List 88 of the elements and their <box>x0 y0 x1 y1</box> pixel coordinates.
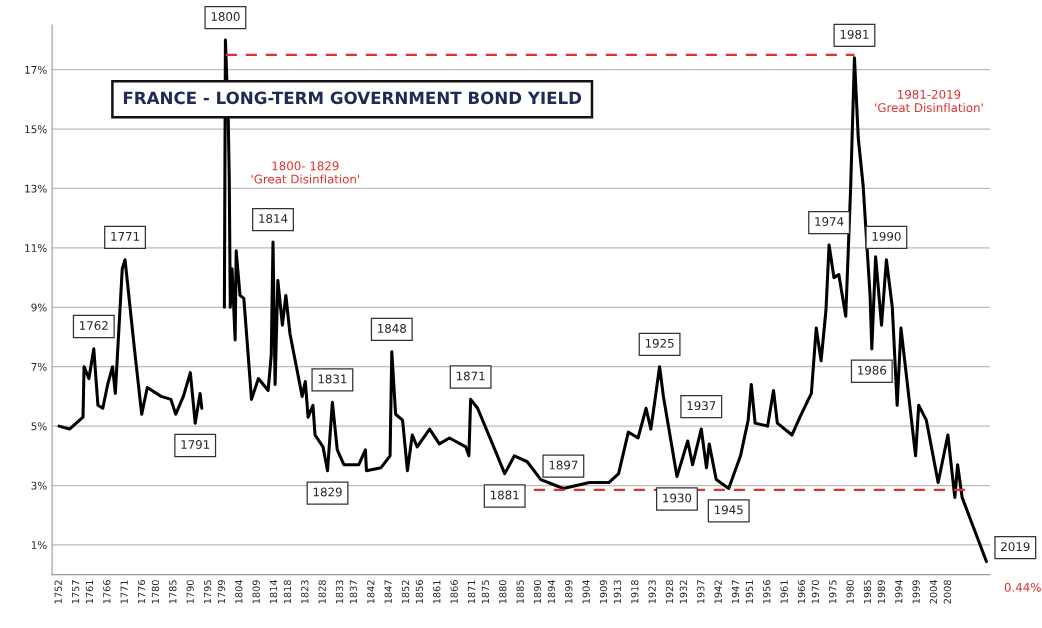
x-tick-label: 2008 <box>943 580 952 604</box>
annotation: 1937 <box>687 401 716 411</box>
x-tick-label: 1866 <box>450 580 458 604</box>
annotation: 1800- 1829 'Great Disinflation' <box>251 161 360 184</box>
x-tick-label: 1928 <box>665 580 674 604</box>
x-tick-label: 2004 <box>929 580 938 604</box>
y-tick-label: 3% <box>31 481 47 490</box>
x-tick-label: 1913 <box>613 580 622 604</box>
y-tick-label: 1% <box>31 541 47 550</box>
annotation: 1881 <box>490 490 519 500</box>
annotation: 1897 <box>549 460 578 470</box>
annotation: 1800 <box>211 12 240 22</box>
x-tick-label: 1795 <box>203 580 212 604</box>
annotation: 1814 <box>259 214 288 223</box>
x-tick-label: 1923 <box>648 580 656 604</box>
x-tick-label: 1823 <box>301 580 309 604</box>
x-tick-label: 1937 <box>697 580 705 604</box>
x-tick-label: 1842 <box>367 580 375 604</box>
x-tick-label: 1761 <box>85 580 94 604</box>
x-tick-label: 1776 <box>137 580 146 604</box>
x-tick-label: 1980 <box>846 580 854 604</box>
x-tick-label: 1875 <box>481 580 490 604</box>
x-tick-label: 1956 <box>763 580 771 604</box>
annotation: 1990 <box>872 231 901 241</box>
annotation: 1829 <box>313 487 342 497</box>
x-tick-label: 1894 <box>547 580 556 604</box>
x-tick-label: 1947 <box>731 580 740 604</box>
x-tick-label: 1989 <box>877 580 886 604</box>
x-tick-label: 1757 <box>72 580 80 604</box>
annotation: 1762 <box>80 321 108 330</box>
x-tick-label: 1833 <box>335 580 344 604</box>
x-tick-label: 1932 <box>679 580 688 604</box>
annotation: 2019 <box>1001 542 1030 552</box>
x-tick-label: 1909 <box>599 580 608 604</box>
x-tick-label: 1780 <box>151 580 160 604</box>
annotation: 1981 <box>840 29 869 39</box>
text: 0.44% <box>1004 582 1041 592</box>
annotation: 1925 <box>645 338 674 348</box>
annotation: 1981-2019 'Great Disinflation' <box>875 89 983 113</box>
x-tick-label: 1771 <box>120 580 128 604</box>
x-tick-label: 1785 <box>169 580 177 604</box>
x-tick-label: 1837 <box>349 580 358 604</box>
x-tick-label: 1951 <box>745 580 754 604</box>
annotation: 1831 <box>318 374 347 384</box>
x-tick-label: 1994 <box>895 580 903 604</box>
x-tick-label: 1961 <box>780 580 788 604</box>
x-tick-label: 1966 <box>797 580 806 604</box>
x-tick-label: 1852 <box>401 580 410 604</box>
x-tick-label: 1809 <box>252 580 260 604</box>
x-tick-label: 1985 <box>863 580 872 604</box>
annotation: 1930 <box>663 493 692 503</box>
x-tick-label: 1804 <box>235 580 243 604</box>
annotation: 1871 <box>456 371 485 381</box>
y-tick-label: 7% <box>31 362 47 371</box>
y-tick-label: 5% <box>31 422 47 431</box>
annotation: 1974 <box>815 217 844 226</box>
x-tick-label: 1790 <box>186 580 194 604</box>
x-tick-label: 1856 <box>415 580 424 604</box>
x-tick-label: 1752 <box>54 580 62 604</box>
text: FRANCE - LONG-TERM GOVERNMENT BOND YIELD <box>123 91 582 105</box>
x-tick-label: 1999 <box>912 580 920 604</box>
x-tick-label: 1918 <box>631 580 639 604</box>
x-tick-label: 1799 <box>217 580 226 604</box>
x-tick-label: 1890 <box>533 580 542 604</box>
annotation: 1945 <box>714 505 743 515</box>
x-tick-label: 1818 <box>283 580 292 604</box>
x-tick-label: 1975 <box>829 580 837 604</box>
x-tick-label: 1766 <box>103 580 111 604</box>
annotation: 1848 <box>378 323 407 333</box>
y-tick-label: 9% <box>31 303 47 312</box>
x-tick-label: 1880 <box>499 580 507 604</box>
x-tick-label: 1885 <box>516 580 524 604</box>
x-tick-label: 1814 <box>269 580 278 604</box>
x-tick-label: 1904 <box>582 580 590 604</box>
y-tick-label: 13% <box>25 184 47 193</box>
x-tick-label: 1847 <box>384 580 392 604</box>
x-tick-label: 1899 <box>565 580 573 604</box>
x-tick-label: 1861 <box>433 580 441 604</box>
y-tick-label: 15% <box>25 125 47 134</box>
annotation: 1771 <box>111 232 139 241</box>
x-tick-label: 1942 <box>714 580 722 604</box>
y-tick-label: 17% <box>25 65 47 74</box>
x-tick-label: 1871 <box>467 580 476 604</box>
y-tick-label: 11% <box>25 244 47 252</box>
annotation: 1986 <box>858 365 887 375</box>
annotation: 1791 <box>181 440 210 449</box>
x-tick-label: 1828 <box>318 580 326 604</box>
x-tick-label: 1970 <box>811 580 820 604</box>
